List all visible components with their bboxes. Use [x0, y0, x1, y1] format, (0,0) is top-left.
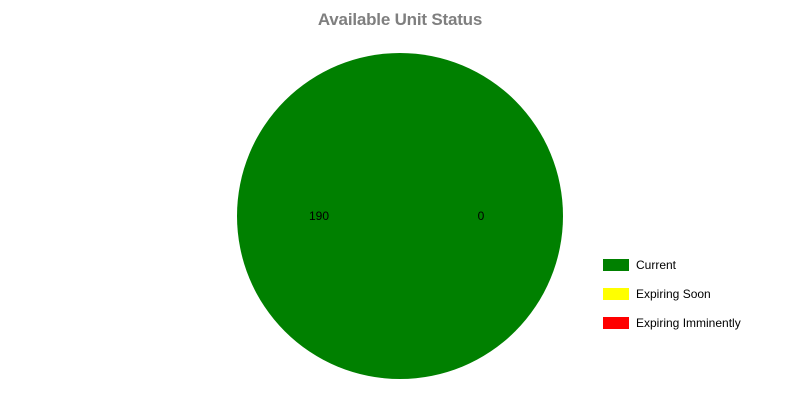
- legend-item-current: Current: [603, 250, 741, 279]
- data-label-1: 0: [478, 209, 485, 223]
- pie-slice-current: [237, 53, 563, 379]
- chart-title: Available Unit Status: [317, 10, 483, 29]
- legend-swatch-current: [603, 258, 629, 271]
- legend-swatch-expiring-soon: [603, 287, 629, 300]
- legend-label-current: Current: [636, 257, 677, 272]
- legend-item-expiring-soon: Expiring Soon: [603, 279, 741, 308]
- legend: Current Expiring Soon Expiring Imminentl…: [603, 250, 741, 337]
- legend-item-expiring-imminently: Expiring Imminently: [603, 308, 741, 337]
- data-label-0: 190: [309, 209, 329, 223]
- legend-label-expiring-imminently: Expiring Imminently: [636, 315, 741, 330]
- legend-swatch-expiring-imminently: [603, 316, 629, 329]
- legend-label-expiring-soon: Expiring Soon: [636, 286, 711, 301]
